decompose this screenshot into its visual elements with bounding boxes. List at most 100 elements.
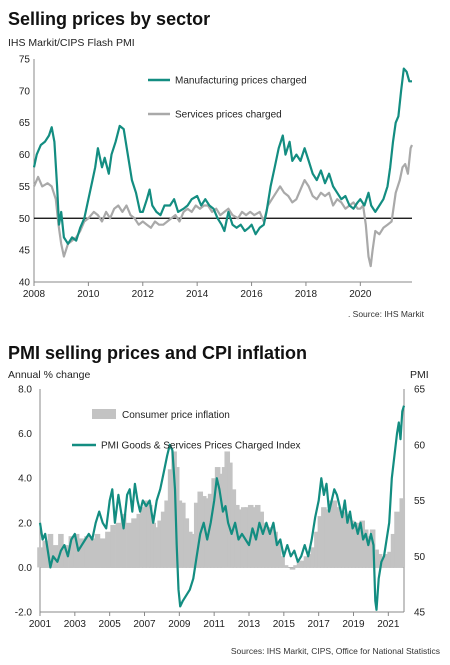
x-tick-label: 2005 [99,619,122,630]
cpi-bar [390,533,397,568]
x-tick-label: 2020 [349,289,372,300]
cpi-bar [37,547,43,568]
cpi-bar [47,533,54,568]
cpi-bar [150,522,156,568]
chart-title: Selling prices by sector [8,9,211,29]
x-tick-label: 2017 [308,619,331,630]
right-axis-label: PMI [410,369,429,381]
cpi-bar [214,467,221,568]
left-axis-label: Annual % change [8,369,91,381]
y-tick-label: 55 [19,182,31,193]
left-tick-label: 6.0 [18,429,32,440]
cpi-bar [186,531,193,568]
cpi-bar [207,493,214,568]
cpi-bar [157,520,163,568]
cpi-bar [94,533,101,568]
y-tick-label: 45 [19,246,31,257]
cpi-bar [289,567,296,570]
x-tick-label: 2008 [23,289,46,300]
x-tick-label: 2021 [377,619,400,630]
cpi-bar [275,540,282,568]
cpi-bar [314,531,320,568]
cpi-bar [387,551,393,568]
cpi-bar [63,545,69,568]
cpi-bar [42,540,49,568]
cpi-bar [126,522,132,568]
cpi-bar [310,547,317,568]
cpi-bar [204,498,210,568]
services-series-line [32,144,414,268]
left-tick-label: 2.0 [18,518,32,529]
cpi-bar [79,538,85,568]
x-tick-label: 2010 [77,289,100,300]
cpi-bar [164,500,170,568]
cpi-bar [89,538,96,568]
legend-label: PMI Goods & Services Prices Charged Inde… [101,441,301,452]
chart-source: Sources: IHS Markit, CIPS, Office for Na… [230,646,440,656]
cpi-bar [167,469,174,568]
cpi-bar [383,554,390,568]
cpi-bar [110,525,116,568]
right-tick-label: 65 [414,385,426,396]
chart-subtitle: IHS Markit/CIPS Flash PMI [8,37,135,49]
legend-label: Services prices charged [175,110,282,121]
y-tick-label: 70 [19,86,31,97]
x-tick-label: 2007 [133,619,156,630]
cpi-bar [338,513,345,568]
selling-prices-chart: 40 45 50 55 60 65 70 75 2008 2010 2012 2014 2016 2018… [19,55,414,300]
cpi-bar [335,507,341,568]
cpi-bar [211,478,217,568]
cpi-bar [146,504,153,568]
cpi-bar [258,511,264,568]
cpi-bar [355,522,362,568]
right-tick-label: 60 [414,440,426,451]
x-tick-label: 2003 [64,619,87,630]
x-tick-label: 2013 [238,619,261,630]
cpi-bar [153,527,160,568]
cpi-bar [180,502,186,568]
cpi-bar [131,518,137,568]
cpi-bar [218,473,224,568]
cpi-bar [331,500,338,568]
right-tick-label: 50 [414,552,426,563]
cpi-bar [366,536,372,568]
cpi-bar [105,531,111,568]
cpi-bar [200,496,207,568]
pmi-series-line [38,405,406,611]
cpi-bar [244,507,251,568]
cpi-bar [52,545,59,568]
cpi-bar [300,560,306,568]
cpi-bar [303,556,310,568]
cpi-bar [190,533,197,568]
cpi-bar [380,556,386,568]
chart-source: . Source: IHS Markit [347,309,424,319]
cpi-bar [348,520,355,568]
x-tick-label: 2016 [240,289,263,300]
cpi-bar [293,565,299,568]
cpi-bar [376,554,383,568]
legend-label: Manufacturing prices charged [175,76,307,87]
cpi-bar [317,516,324,568]
cpi-bar [359,520,365,568]
cpi-bar [282,565,289,568]
y-tick-label: 40 [19,278,31,289]
cpi-bar [120,513,127,568]
x-tick-label: 2011 [203,619,225,630]
cpi-bar [362,529,369,568]
y-tick-label: 60 [19,150,31,161]
manufacturing-series-line [32,67,412,245]
cpi-bar [139,507,146,568]
cpi-bar [143,500,150,568]
cpi-bar [115,522,122,568]
cpi-bar [197,491,204,568]
left-tick-label: -2.0 [15,608,33,619]
cpi-bar [352,525,359,568]
cpi-bar [136,513,143,568]
x-tick-label: 2019 [342,619,365,630]
cpi-bar [321,507,327,568]
x-tick-label: 2009 [168,619,191,630]
cpi-bar [296,560,303,568]
cpi-bar [160,511,167,568]
legend-swatch [92,409,116,419]
x-tick-label: 2001 [29,619,52,630]
